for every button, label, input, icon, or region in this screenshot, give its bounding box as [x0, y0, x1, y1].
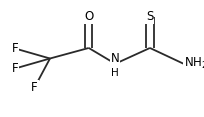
Text: S: S — [146, 10, 154, 24]
Text: H: H — [111, 68, 119, 78]
Text: F: F — [31, 81, 38, 94]
Text: F: F — [12, 42, 19, 55]
Text: N: N — [111, 52, 120, 65]
Text: O: O — [84, 10, 93, 24]
Text: NH$_2$: NH$_2$ — [184, 56, 204, 71]
Text: F: F — [12, 62, 19, 75]
